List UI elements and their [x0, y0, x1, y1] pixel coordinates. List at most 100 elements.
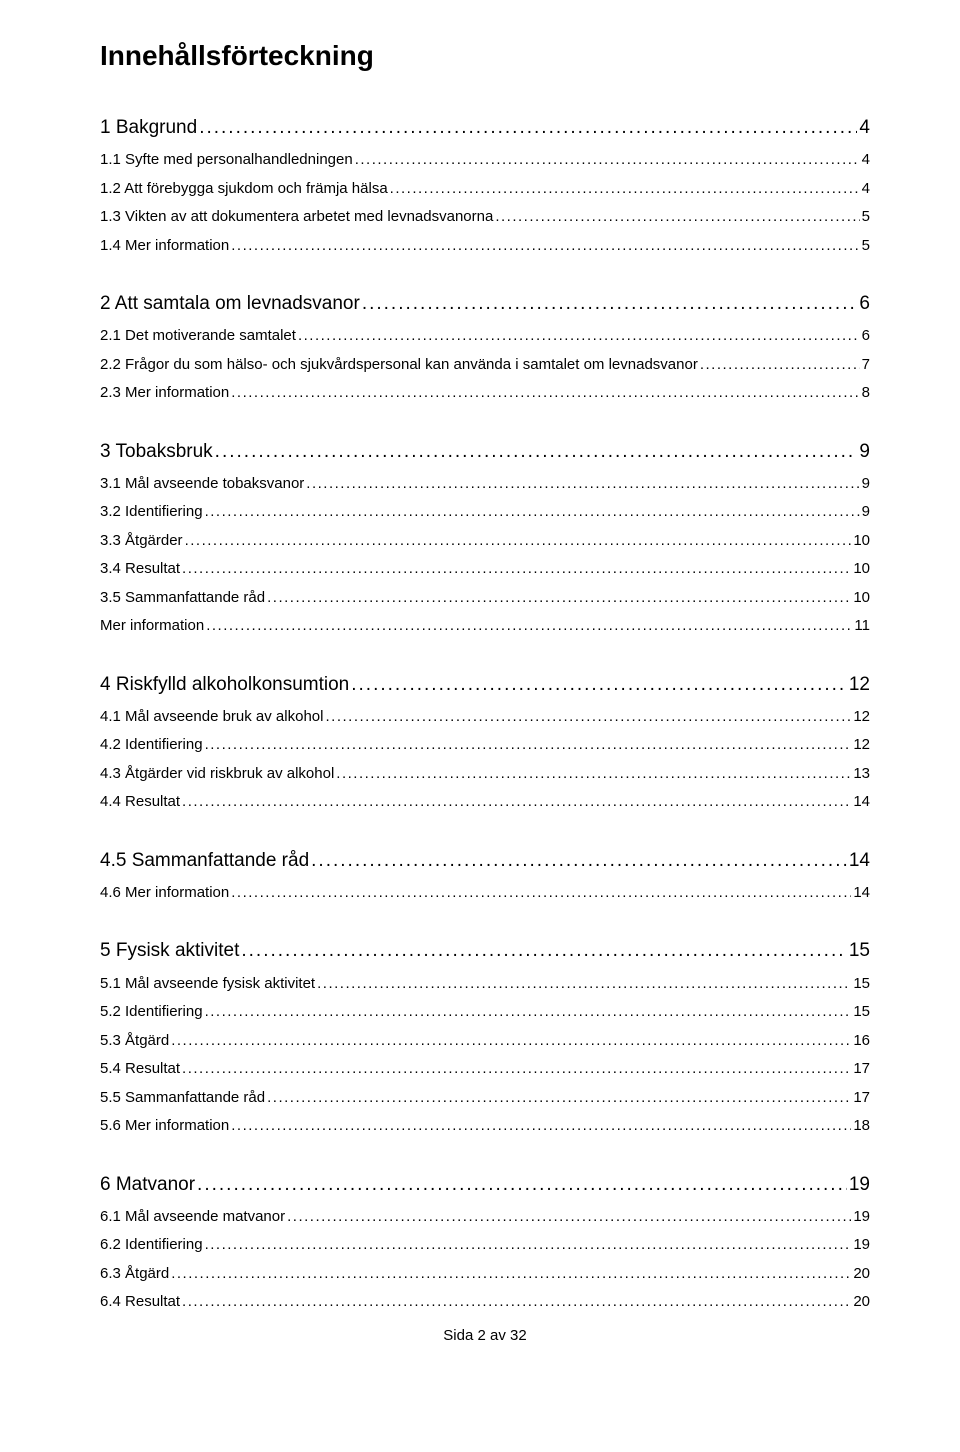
toc-entry-page: 7: [862, 351, 870, 380]
toc-leader: [199, 110, 857, 146]
toc-entry-page: 17: [853, 1084, 870, 1113]
toc-entry: Mer information11: [100, 612, 870, 641]
toc-entry: 6.4 Resultat 20: [100, 1288, 870, 1317]
toc-entry: 3.3 Åtgärder 10: [100, 527, 870, 556]
toc-entry: 5.2 Identifiering15: [100, 998, 870, 1027]
toc-leader: [231, 379, 859, 408]
toc-leader: [205, 998, 852, 1027]
toc-entry: 6 Matvanor19: [100, 1167, 870, 1203]
toc-entry: 2.1 Det motiverande samtalet 6: [100, 322, 870, 351]
toc-entry-label: 6.3 Åtgärd: [100, 1260, 169, 1289]
toc-entry-page: 14: [849, 843, 870, 879]
toc-entry-page: 4: [859, 110, 870, 146]
toc-leader: [267, 1084, 851, 1113]
toc-leader: [205, 1231, 852, 1260]
toc-entry-label: 4.5 Sammanfattande råd: [100, 843, 309, 879]
toc-entry: 1.3 Vikten av att dokumentera arbetet me…: [100, 203, 870, 232]
toc-entry-label: 3.3 Åtgärder: [100, 527, 183, 556]
toc-entry-label: 3.4 Resultat: [100, 555, 180, 584]
toc-leader: [317, 970, 851, 999]
toc-entry-label: 3.2 Identifiering: [100, 498, 203, 527]
toc-entry-label: 2.1 Det motiverande samtalet: [100, 322, 296, 351]
toc-entry-label: 4.3 Åtgärder vid riskbruk av alkohol: [100, 760, 334, 789]
toc-entry: 1 Bakgrund4: [100, 110, 870, 146]
toc-entry-label: 5.6 Mer information: [100, 1112, 229, 1141]
toc-entry-label: 3.5 Sammanfattande råd: [100, 584, 265, 613]
toc-entry: 4.6 Mer information14: [100, 879, 870, 908]
toc-entry: 5.1 Mål avseende fysisk aktivitet15: [100, 970, 870, 999]
toc-leader: [362, 286, 858, 322]
toc-entry-label: 5.2 Identifiering: [100, 998, 203, 1027]
toc-entry-label: 5.4 Resultat: [100, 1055, 180, 1084]
toc-entry: 3.1 Mål avseende tobaksvanor 9: [100, 470, 870, 499]
toc-leader: [206, 612, 852, 641]
toc-leader: [182, 1055, 851, 1084]
toc-leader: [267, 584, 851, 613]
toc-entry-label: 6.1 Mål avseende matvanor: [100, 1203, 285, 1232]
toc-entry-page: 4: [862, 146, 870, 175]
toc-leader: [241, 933, 846, 969]
toc-entry: 4 Riskfylld alkoholkonsumtion12: [100, 667, 870, 703]
toc-entry: 1.4 Mer information 5: [100, 232, 870, 261]
toc-entry-page: 10: [853, 527, 870, 556]
toc-leader: [325, 703, 851, 732]
toc-entry-page: 10: [853, 584, 870, 613]
toc-entry-label: 5 Fysisk aktivitet: [100, 933, 239, 969]
toc-entry-label: 1.4 Mer information: [100, 232, 229, 261]
toc-leader: [171, 1027, 851, 1056]
toc-leader: [171, 1260, 851, 1289]
toc-entry-label: 6.2 Identifiering: [100, 1231, 203, 1260]
toc-entry: 6.3 Åtgärd20: [100, 1260, 870, 1289]
toc-leader: [231, 1112, 851, 1141]
toc-leader: [231, 879, 851, 908]
toc-entry-page: 5: [862, 232, 870, 261]
toc-entry: 3.2 Identifiering 9: [100, 498, 870, 527]
toc-entry-page: 6: [859, 286, 870, 322]
toc-leader: [185, 527, 852, 556]
toc-entry: 2.2 Frågor du som hälso- och sjukvårdspe…: [100, 351, 870, 380]
toc-entry-page: 12: [853, 703, 870, 732]
toc-leader: [205, 498, 860, 527]
toc-leader: [287, 1203, 851, 1232]
toc-entry-page: 18: [853, 1112, 870, 1141]
toc-entry-page: 9: [862, 470, 870, 499]
toc-entry-page: 15: [853, 970, 870, 999]
toc-entry: 4.3 Åtgärder vid riskbruk av alkohol13: [100, 760, 870, 789]
toc-entry-label: 4.1 Mål avseende bruk av alkohol: [100, 703, 323, 732]
toc-entry-label: Mer information: [100, 612, 204, 641]
toc-entry-label: 5.5 Sammanfattande råd: [100, 1084, 265, 1113]
toc-leader: [336, 760, 851, 789]
toc-entry-page: 14: [853, 879, 870, 908]
toc-leader: [355, 146, 860, 175]
toc-leader: [205, 731, 852, 760]
toc-entry: 6.1 Mål avseende matvanor19: [100, 1203, 870, 1232]
toc-entry-label: 6 Matvanor: [100, 1167, 195, 1203]
toc-entry-page: 9: [862, 498, 870, 527]
page-title: Innehållsförteckning: [100, 40, 870, 72]
toc-entry-page: 12: [849, 667, 870, 703]
toc-entry-page: 8: [862, 379, 870, 408]
toc-leader: [182, 555, 851, 584]
toc-entry-page: 19: [853, 1231, 870, 1260]
toc-entry-page: 5: [862, 203, 870, 232]
toc-leader: [182, 788, 851, 817]
toc-leader: [215, 434, 858, 470]
toc-leader: [495, 203, 859, 232]
toc-entry: 1.1 Syfte med personalhandledningen 4: [100, 146, 870, 175]
toc-leader: [351, 667, 847, 703]
toc-leader: [700, 351, 860, 380]
toc-entry-label: 6.4 Resultat: [100, 1288, 180, 1317]
toc-entry: 2.3 Mer information 8: [100, 379, 870, 408]
toc-entry-page: 17: [853, 1055, 870, 1084]
toc-entry-page: 6: [862, 322, 870, 351]
toc-entry-label: 4.4 Resultat: [100, 788, 180, 817]
toc-entry-label: 3.1 Mål avseende tobaksvanor: [100, 470, 304, 499]
toc-entry: 5.5 Sammanfattande råd 17: [100, 1084, 870, 1113]
toc-entry: 4.4 Resultat14: [100, 788, 870, 817]
toc-entry-label: 2 Att samtala om levnadsvanor: [100, 286, 360, 322]
toc-entry-page: 20: [853, 1288, 870, 1317]
toc-entry-label: 2.3 Mer information: [100, 379, 229, 408]
toc-leader: [197, 1167, 847, 1203]
toc-entry: 5.4 Resultat 17: [100, 1055, 870, 1084]
toc-entry-label: 1.1 Syfte med personalhandledningen: [100, 146, 353, 175]
